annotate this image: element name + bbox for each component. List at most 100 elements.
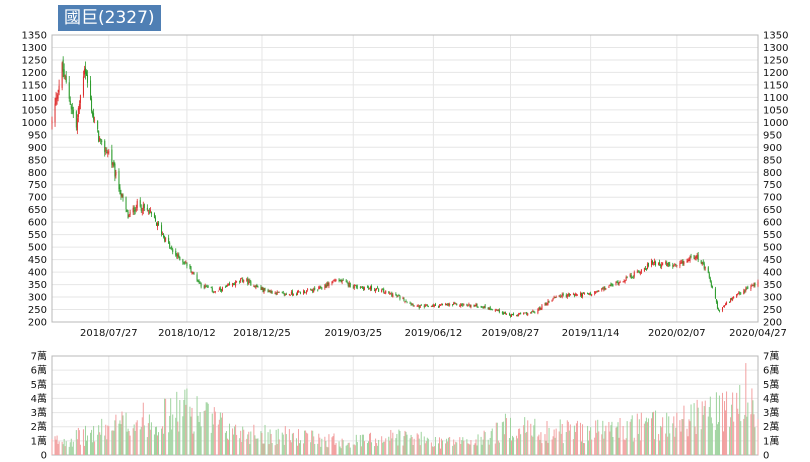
volume-bar — [591, 439, 593, 455]
price-y-tick-right: 900 — [763, 143, 782, 154]
candle-body — [295, 294, 297, 295]
volume-bar — [618, 437, 620, 455]
price-y-tick-right: 200 — [763, 318, 782, 329]
volume-bar — [490, 431, 492, 455]
price-y-tick-right: 950 — [763, 130, 782, 141]
candle-body — [565, 294, 567, 297]
volume-bar — [669, 433, 671, 455]
candle-body — [589, 293, 591, 295]
volume-bar — [118, 423, 120, 455]
volume-bar — [525, 432, 527, 455]
candle-body — [740, 292, 742, 294]
candle-body — [306, 290, 308, 293]
volume-bar — [714, 429, 716, 455]
candle-body — [708, 273, 710, 278]
candle-body — [433, 304, 435, 306]
candle-body — [547, 300, 549, 305]
volume-bar — [575, 423, 577, 455]
volume-bar — [253, 424, 255, 455]
candle-body — [70, 105, 72, 109]
candle-body — [262, 287, 264, 292]
candle-body — [164, 235, 166, 241]
candle-body — [757, 281, 759, 286]
volume-bar — [284, 426, 286, 455]
volume-bar — [100, 434, 102, 455]
volume-bar — [541, 443, 543, 455]
volume-y-tick-right: 2萬 — [763, 420, 779, 433]
volume-bar — [558, 431, 560, 455]
candle-body — [270, 290, 272, 292]
candle-body — [694, 257, 696, 260]
price-y-tick-right: 350 — [763, 280, 782, 291]
volume-bar — [199, 412, 201, 455]
volume-bar — [754, 427, 756, 455]
price-y-tick-right: 800 — [763, 168, 782, 179]
volume-bar — [537, 436, 539, 455]
candle-body — [377, 287, 379, 289]
x-tick-label: 2018/10/12 — [158, 328, 216, 339]
volume-bar — [484, 432, 486, 455]
candle-body — [150, 211, 152, 214]
candle-body — [256, 285, 258, 287]
volume-bar — [257, 438, 259, 455]
volume-bar — [314, 443, 316, 455]
volume-bar — [234, 426, 236, 455]
volume-bar — [568, 430, 570, 455]
volume-bar — [68, 446, 70, 455]
volume-bar — [688, 419, 690, 455]
volume-bar — [488, 444, 490, 455]
candle-body — [503, 312, 505, 314]
volume-bar — [605, 425, 607, 455]
candle-body — [491, 309, 493, 311]
volume-bar — [413, 438, 415, 455]
volume-bar — [743, 418, 745, 455]
candle-body — [278, 291, 280, 293]
price-y-tick-right: 400 — [763, 268, 782, 279]
candle-body — [470, 304, 472, 308]
volume-bar — [604, 431, 606, 455]
volume-bar — [256, 438, 258, 455]
candle-body — [54, 103, 56, 123]
price-y-tick-right: 450 — [763, 255, 782, 266]
volume-bar — [327, 447, 329, 455]
candle-body — [204, 285, 206, 289]
candle-body — [335, 280, 337, 281]
volume-bar — [119, 420, 121, 455]
candle-body — [447, 304, 449, 305]
volume-bar — [363, 441, 365, 455]
volume-bar — [267, 432, 269, 455]
volume-bar — [121, 411, 123, 455]
candle-body — [669, 264, 671, 267]
volume-bar — [205, 402, 207, 455]
volume-bar — [583, 442, 585, 455]
candle-body — [127, 211, 129, 219]
volume-bar — [675, 427, 677, 455]
volume-bar — [77, 427, 79, 455]
volume-bar — [477, 434, 479, 455]
candle-body — [348, 282, 350, 287]
volume-bar — [360, 446, 362, 455]
volume-bar — [55, 439, 57, 455]
volume-bar — [384, 441, 386, 455]
candle-body — [603, 286, 605, 290]
price-y-tick-left: 1350 — [22, 31, 47, 42]
candle-body — [690, 256, 692, 257]
candle-body — [490, 309, 492, 310]
candle-body — [662, 262, 664, 266]
volume-bar — [391, 438, 393, 455]
candle-body — [680, 262, 682, 264]
volume-y-tick-right: 3萬 — [763, 406, 779, 419]
candle-body — [718, 310, 720, 312]
candle-body — [397, 295, 399, 297]
candle-body — [595, 291, 597, 293]
candle-body — [214, 291, 216, 293]
candle-body — [703, 263, 705, 269]
volume-bar — [405, 431, 407, 455]
volume-bar — [261, 433, 263, 455]
volume-bar — [637, 433, 639, 455]
volume-bar — [366, 443, 368, 455]
price-y-tick-left: 1250 — [22, 55, 47, 66]
volume-bar — [567, 421, 569, 455]
candle-body — [709, 278, 711, 282]
candle-body — [326, 282, 328, 287]
